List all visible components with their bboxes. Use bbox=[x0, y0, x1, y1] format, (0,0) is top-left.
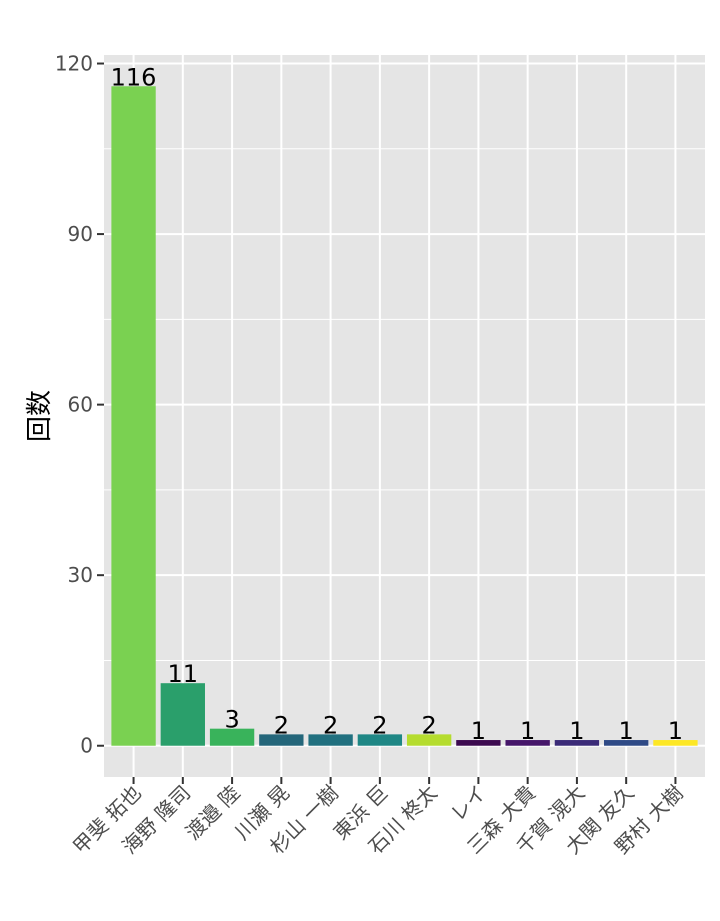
bar-value-label: 11 bbox=[168, 660, 199, 688]
bar bbox=[554, 740, 600, 746]
bar bbox=[357, 734, 403, 746]
bar-value-label: 1 bbox=[569, 717, 584, 745]
bar-value-label: 116 bbox=[111, 63, 157, 91]
bar-value-label: 1 bbox=[619, 717, 634, 745]
bar bbox=[653, 740, 698, 746]
bar-value-label: 1 bbox=[471, 717, 486, 745]
bar-value-label: 2 bbox=[372, 711, 387, 739]
bar bbox=[604, 740, 649, 746]
x-tick-label: 渡邉 陸 bbox=[181, 781, 245, 845]
bar bbox=[111, 86, 156, 746]
bar bbox=[505, 740, 550, 746]
bar bbox=[259, 734, 304, 746]
bar-value-label: 2 bbox=[421, 711, 436, 739]
bar-value-label: 2 bbox=[323, 711, 338, 739]
bar bbox=[406, 734, 452, 746]
bar-value-label: 2 bbox=[274, 711, 289, 739]
y-tick-label: 120 bbox=[55, 52, 93, 76]
bar bbox=[160, 683, 205, 746]
bars bbox=[111, 86, 698, 746]
minor-gridlines bbox=[104, 148, 705, 661]
bar bbox=[456, 740, 501, 746]
bar bbox=[209, 728, 255, 746]
y-axis: 0 30 60 90 120 bbox=[55, 52, 104, 758]
bar bbox=[308, 734, 353, 746]
y-axis-title: 回数 bbox=[25, 390, 55, 442]
plot-panel bbox=[104, 55, 705, 777]
y-tick-label: 60 bbox=[68, 393, 93, 417]
bar-value-label: 3 bbox=[224, 706, 239, 734]
bar-value-label: 1 bbox=[520, 717, 535, 745]
bar-value-label: 1 bbox=[668, 717, 683, 745]
y-tick-label: 0 bbox=[80, 734, 93, 758]
y-tick-label: 30 bbox=[68, 563, 93, 587]
y-tick-label: 90 bbox=[68, 222, 93, 246]
